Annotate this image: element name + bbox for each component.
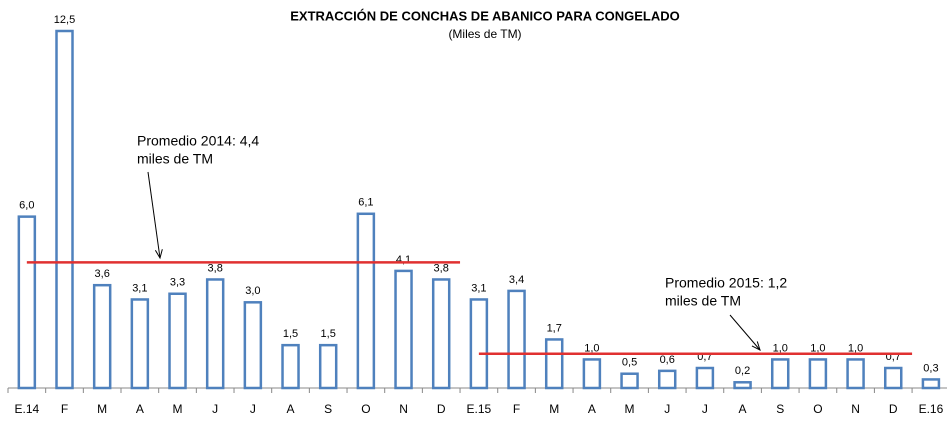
bar (243, 301, 263, 390)
x-tick-label: J (250, 402, 256, 416)
bar (17, 215, 37, 390)
x-tick-label: O (361, 402, 370, 416)
value-label: 3,0 (245, 285, 260, 297)
bar (846, 358, 865, 390)
bar (507, 289, 526, 390)
value-label: 1,5 (321, 328, 336, 340)
x-tick-label: J (664, 402, 670, 416)
arrow-head (154, 249, 163, 260)
annotation: Promedio 2015: 1,2 (665, 275, 787, 291)
value-label: 6,0 (19, 200, 34, 212)
value-label: 3,1 (132, 282, 147, 294)
bar (733, 381, 752, 390)
x-tick-label: A (287, 402, 295, 416)
bar (168, 292, 187, 390)
x-tick-label: E.15 (467, 402, 492, 416)
arrow-head (751, 341, 761, 351)
bar (281, 343, 300, 390)
bar (356, 212, 376, 390)
value-label: 1,5 (283, 328, 298, 340)
bar (770, 358, 790, 390)
x-tick-label: A (739, 402, 747, 416)
bar (620, 372, 639, 390)
x-tick-label: A (136, 402, 144, 416)
annotation-arrow (147, 171, 161, 259)
value-label: 3,4 (509, 274, 524, 286)
value-label: 1,0 (584, 342, 599, 354)
value-label: 1,0 (810, 342, 825, 354)
x-tick-label: M (625, 402, 635, 416)
chart-title: EXTRACCIÓN DE CONCHAS DE ABANICO PARA CO… (290, 8, 680, 23)
bar (130, 298, 150, 390)
x-tick-label: F (61, 402, 68, 416)
x-tick-label: S (324, 402, 332, 416)
value-label: 1,7 (547, 322, 562, 334)
value-label: 0,6 (660, 354, 675, 366)
value-label: 0,2 (735, 365, 750, 377)
x-tick-label: N (399, 402, 408, 416)
bar (808, 358, 828, 390)
x-tick-label: D (437, 402, 446, 416)
bar (883, 366, 903, 390)
value-label: 3,8 (434, 262, 449, 274)
x-tick-label: S (776, 402, 784, 416)
annotation-arrow (729, 314, 761, 351)
x-tick-label: N (851, 402, 860, 416)
x-tick-label: D (889, 402, 898, 416)
value-label: 1,0 (848, 342, 863, 354)
bar (657, 369, 677, 390)
bar (582, 358, 602, 390)
value-label: 3,6 (95, 268, 110, 280)
value-label: 6,1 (358, 197, 373, 209)
value-label: 0,5 (622, 357, 637, 369)
annotation: miles de TM (665, 293, 741, 309)
bar (431, 278, 451, 390)
value-label: 3,8 (208, 262, 223, 274)
x-tick-label: J (702, 402, 708, 416)
bar (544, 338, 564, 390)
bar (469, 298, 489, 390)
value-label: 12,5 (54, 14, 75, 26)
chart-subtitle: (Miles de TM) (448, 27, 521, 41)
bar (205, 278, 225, 390)
value-label: 3,3 (170, 277, 185, 289)
annotation: miles de TM (137, 151, 213, 167)
x-tick-label: M (549, 402, 559, 416)
value-label: 0,3 (923, 362, 938, 374)
bar (55, 29, 74, 390)
value-label: 1,0 (773, 342, 788, 354)
bar (394, 269, 413, 390)
x-tick-label: E.16 (919, 402, 944, 416)
bar (318, 343, 338, 390)
x-tick-label: E.14 (14, 402, 39, 416)
x-tick-label: F (513, 402, 520, 416)
x-tick-label: A (588, 402, 596, 416)
x-tick-label: M (173, 402, 183, 416)
annotation: Promedio 2014: 4,4 (137, 133, 259, 149)
x-tick-label: J (212, 402, 218, 416)
value-label: 3,1 (471, 282, 486, 294)
x-tick-label: M (97, 402, 107, 416)
bar (695, 366, 715, 390)
bar (92, 283, 112, 390)
bar (921, 378, 941, 390)
value-label: 4,1 (396, 254, 411, 266)
x-tick-label: O (813, 402, 822, 416)
